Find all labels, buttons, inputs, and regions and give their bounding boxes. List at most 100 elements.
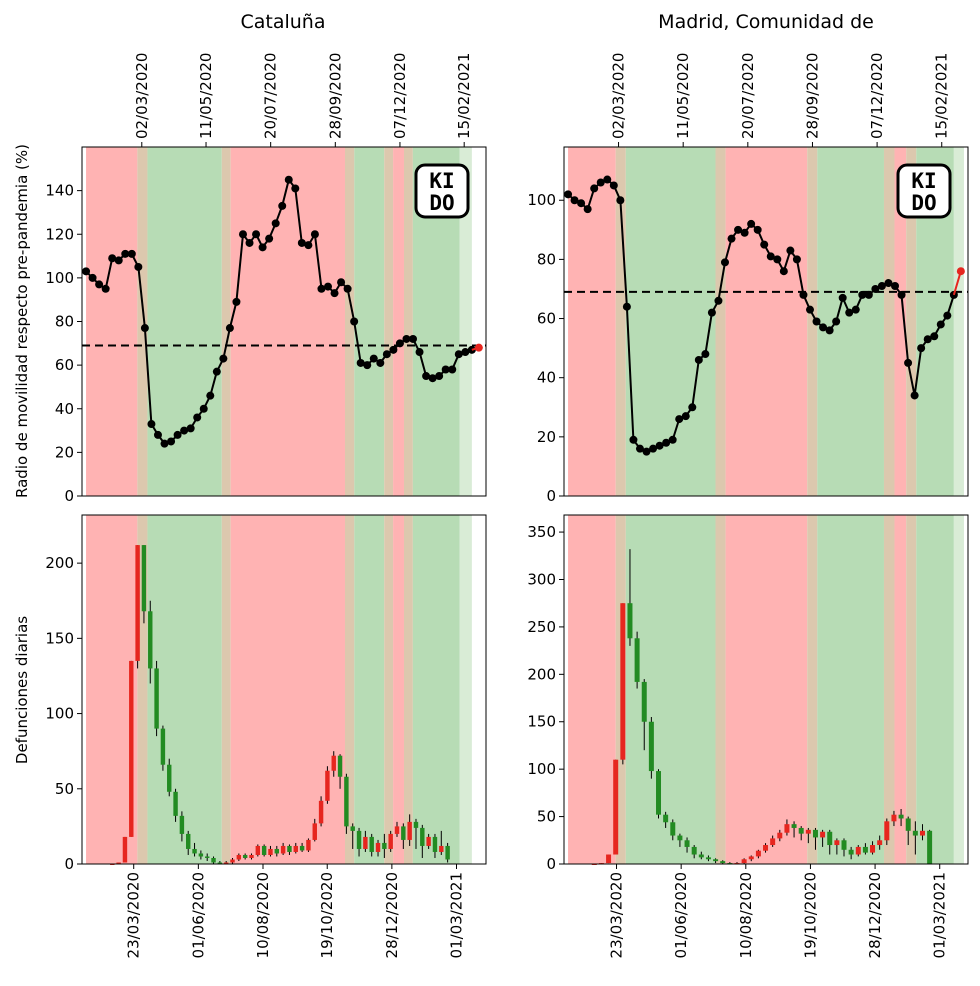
mobility-point <box>186 424 195 433</box>
candle-body <box>919 830 925 836</box>
candle-body <box>698 854 704 858</box>
zone-band-green <box>817 147 884 496</box>
mobility-point <box>649 444 658 453</box>
zone-band-lightgreen <box>459 147 472 496</box>
mobility-point <box>317 284 326 293</box>
candle-body <box>350 826 355 831</box>
y-tick-label: 60 <box>537 310 556 328</box>
mobility-point <box>173 430 182 439</box>
mobility-point <box>779 267 788 276</box>
candle-body <box>713 859 719 862</box>
mobility-point <box>395 339 404 348</box>
candle-body <box>855 846 861 855</box>
y-tick-label: 200 <box>45 554 74 572</box>
mobility-point <box>936 320 945 329</box>
candle-body <box>331 755 336 771</box>
x-tick-label-bottom: 23/03/2020 <box>608 872 626 958</box>
candle-body <box>198 853 204 857</box>
zone-band-tan <box>384 515 394 864</box>
y-tick-label: 60 <box>55 356 74 374</box>
zone-band-red <box>86 515 138 864</box>
mobility-point <box>428 374 437 383</box>
mobility-point <box>369 354 378 363</box>
mobility-point <box>343 284 352 293</box>
mobility-point <box>564 190 573 199</box>
candle-body <box>148 611 153 669</box>
y-tick-label: 150 <box>45 629 74 647</box>
mobility-point <box>441 365 450 374</box>
x-tick-label-bottom: 10/08/2020 <box>737 872 755 958</box>
axes-frame <box>563 146 969 497</box>
candle-body <box>356 830 362 849</box>
mobility-point <box>799 290 808 299</box>
x-tick-label-bottom: 28/12/2020 <box>383 872 401 958</box>
zone-band-green <box>916 515 954 864</box>
mobility-point <box>583 205 592 214</box>
mobility-point <box>206 391 215 400</box>
candle-body <box>211 857 216 863</box>
candle-body <box>432 836 438 852</box>
y-tick-label: 150 <box>527 713 556 731</box>
mobility-point <box>943 311 952 320</box>
x-tick-label-top: 02/03/2020 <box>610 53 628 139</box>
candle-body <box>870 845 876 853</box>
candle-body <box>648 721 654 772</box>
mobility-point <box>422 372 431 381</box>
mobility-point <box>707 308 716 317</box>
mobility-point <box>570 196 579 205</box>
mobility-point <box>897 290 906 299</box>
mobility-point <box>310 230 319 239</box>
zone-band-green <box>147 147 222 496</box>
mobility-point <box>291 184 300 193</box>
y-tick-label: 350 <box>527 523 556 541</box>
zone-band-tan <box>403 515 413 864</box>
mobility-point <box>147 420 156 429</box>
mobility-point <box>891 282 900 291</box>
y-tick-label: 40 <box>537 369 556 387</box>
x-tick-label-top: 11/05/2020 <box>197 53 215 139</box>
mobility-point <box>284 175 293 184</box>
mobility-point <box>884 279 893 288</box>
logo-text-bottom: DO <box>911 191 936 215</box>
mobility-point <box>596 178 605 187</box>
mobility-point <box>864 290 873 299</box>
candle-body <box>862 846 868 853</box>
zone-band-green <box>625 515 716 864</box>
zone-band-tan <box>345 515 355 864</box>
mobility-point <box>376 358 385 367</box>
mobility-point <box>655 441 664 450</box>
mobility-point <box>435 372 444 381</box>
candle-body <box>634 638 640 682</box>
candle-body <box>606 854 612 864</box>
mobility-point <box>871 284 880 293</box>
y-tick-label: 40 <box>55 400 74 418</box>
candle-body <box>705 857 711 860</box>
mobility-point <box>271 219 280 228</box>
candle-body <box>394 826 400 834</box>
mobility-point <box>199 404 208 413</box>
zone-band-red <box>230 147 346 496</box>
mobility-point <box>238 230 247 239</box>
x-tick-label-bottom: 01/03/2021 <box>931 872 949 958</box>
y-tick-label: 0 <box>546 855 556 873</box>
mobility-point <box>297 238 306 247</box>
x-tick-label-top: 15/02/2021 <box>933 53 951 139</box>
candle-body <box>641 681 647 722</box>
mobility-point <box>577 199 586 208</box>
mobility-point <box>415 348 424 357</box>
y-tick-label: 100 <box>527 760 556 778</box>
mobility-point <box>140 324 149 333</box>
candle-body <box>236 854 242 860</box>
mobility-point <box>402 334 411 343</box>
y-tick-label: 80 <box>55 313 74 331</box>
candle-body <box>627 603 633 639</box>
candle-body <box>274 848 280 854</box>
mobility-point <box>461 348 470 357</box>
candle-body <box>884 821 890 841</box>
mobility-point <box>662 438 671 447</box>
madrid-mobility-panel: 0 20 40 60 80 100 02/03/2020 11/05/2020 20/07/20… <box>527 53 969 505</box>
candle-body <box>129 660 134 837</box>
mobility-point <box>877 282 886 291</box>
candle-body <box>318 800 324 824</box>
